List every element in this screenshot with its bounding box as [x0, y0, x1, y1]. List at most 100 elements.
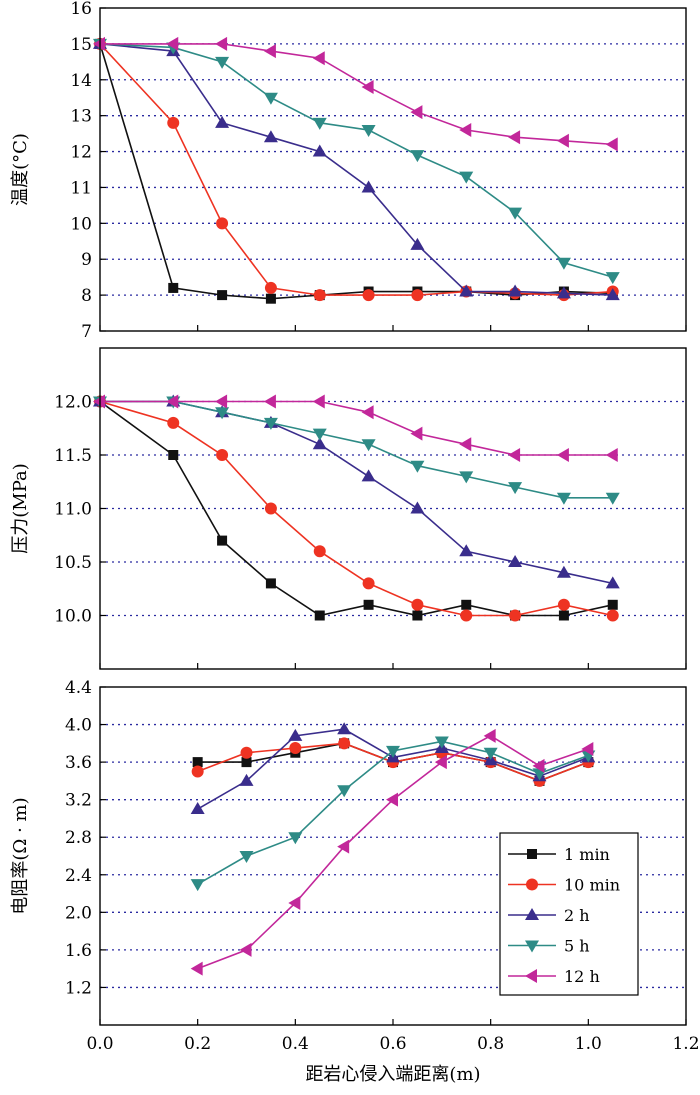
data-point — [263, 92, 278, 105]
data-point — [556, 448, 569, 462]
series-10-min — [94, 37, 619, 302]
legend-marker — [525, 908, 539, 920]
data-point — [190, 802, 205, 815]
data-point — [508, 130, 521, 145]
y-axis-title: 电阻率(Ω · m) — [10, 797, 31, 914]
data-point — [288, 895, 301, 910]
data-point — [215, 115, 230, 128]
data-point — [265, 578, 276, 589]
data-point — [508, 555, 523, 567]
data-point — [434, 736, 449, 749]
y-tick-label: 12 — [70, 143, 92, 163]
data-point — [605, 288, 620, 301]
data-point — [607, 599, 618, 610]
data-point — [362, 577, 375, 590]
y-axis-title: 压力(MPa) — [10, 463, 31, 554]
data-point — [338, 737, 351, 750]
legend-label: 10 min — [564, 876, 620, 895]
data-point — [483, 747, 498, 760]
y-axis-title: 温度(°C) — [10, 133, 31, 206]
chart-panels: 78910111213141516温度(°C)10.010.511.011.51… — [10, 0, 700, 1085]
legend-label: 1 min — [564, 845, 610, 864]
data-point — [508, 448, 521, 462]
data-point — [190, 961, 203, 976]
y-tick-label: 2.8 — [65, 828, 92, 848]
series-line — [99, 43, 613, 300]
y-tick-label: 1.6 — [65, 941, 92, 961]
data-point — [192, 757, 203, 768]
data-point — [386, 792, 398, 807]
y-tick-label: 7 — [81, 322, 92, 342]
series-5-h — [93, 38, 620, 285]
data-point — [434, 755, 447, 770]
data-point — [166, 394, 179, 409]
data-point — [459, 544, 474, 557]
data-point — [166, 36, 179, 51]
data-point — [556, 492, 571, 505]
y-tick-label: 13 — [70, 107, 92, 127]
plot-frame — [99, 7, 687, 332]
y-tick-label: 14 — [70, 71, 92, 91]
data-point — [556, 133, 569, 148]
data-point — [459, 123, 472, 138]
data-point — [239, 773, 254, 786]
data-point — [606, 609, 619, 622]
data-point — [312, 394, 325, 409]
plot-frame — [99, 347, 687, 670]
legend-label: 2 h — [564, 906, 590, 925]
data-point — [217, 535, 228, 546]
data-point — [190, 879, 205, 892]
series-12-h — [93, 394, 618, 462]
data-point — [265, 293, 276, 304]
data-point — [240, 746, 253, 759]
legend-label: 5 h — [564, 937, 590, 956]
y-tick-label: 15 — [70, 35, 92, 55]
data-point — [361, 469, 376, 482]
data-point — [410, 237, 425, 250]
series-line — [100, 400, 613, 499]
y-tick-label: 3.6 — [65, 753, 92, 773]
data-point — [263, 417, 278, 430]
plot-frame — [99, 686, 687, 1026]
data-point — [263, 44, 276, 59]
data-point — [241, 757, 252, 768]
data-point — [605, 492, 620, 505]
series-line — [99, 400, 613, 617]
data-point — [509, 609, 522, 622]
series-12-h — [93, 36, 618, 152]
data-point — [410, 460, 425, 473]
data-point — [337, 785, 352, 798]
data-point — [508, 482, 523, 495]
data-point — [605, 137, 618, 152]
data-point — [508, 284, 523, 297]
data-point — [217, 290, 228, 301]
legend-marker — [526, 878, 538, 891]
data-point — [312, 428, 327, 441]
data-point — [581, 741, 594, 756]
legend: 1 min 10 min 2 h 5 h 12 h — [499, 832, 639, 996]
series-line — [99, 400, 613, 617]
y-tick-label: 2.0 — [65, 903, 92, 923]
legend-marker — [525, 969, 537, 983]
y-tick-label: 3.2 — [65, 791, 92, 811]
data-point — [363, 599, 374, 610]
data-point — [361, 79, 374, 94]
data-point — [410, 426, 423, 441]
data-point — [556, 257, 571, 270]
data-point — [557, 598, 570, 611]
data-point — [361, 405, 374, 420]
x-tick-label: 1.0 — [575, 1034, 602, 1054]
data-point — [93, 36, 105, 51]
data-point — [93, 394, 105, 409]
data-point — [215, 56, 230, 69]
data-point — [288, 832, 303, 845]
y-tick-label: 4.0 — [65, 716, 92, 736]
data-point — [558, 610, 569, 621]
data-point — [386, 745, 400, 758]
data-point — [216, 449, 229, 461]
data-point — [289, 742, 302, 755]
y-tick-label: 11.0 — [54, 500, 92, 520]
x-tick-label: 0.6 — [379, 1034, 406, 1054]
data-point — [461, 599, 472, 610]
data-point — [167, 416, 180, 429]
